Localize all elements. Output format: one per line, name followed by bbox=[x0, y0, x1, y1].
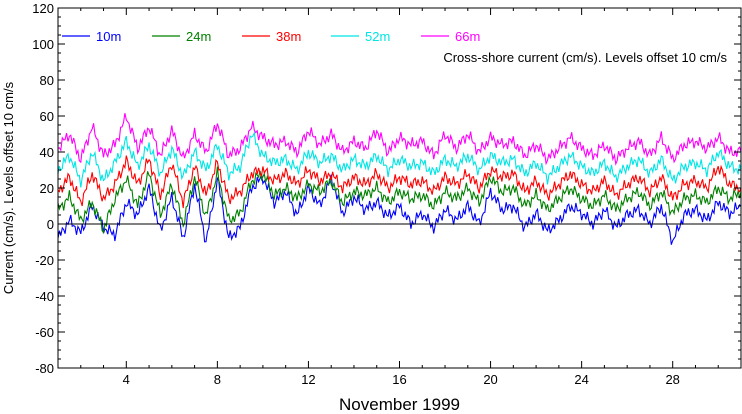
series-line-38m bbox=[57, 155, 742, 209]
series-line-66m bbox=[57, 113, 742, 166]
y-tick-label: 80 bbox=[40, 73, 54, 88]
x-tick-label: 20 bbox=[483, 372, 497, 387]
y-tick-label: 0 bbox=[47, 217, 54, 232]
y-tick-label: 120 bbox=[32, 1, 54, 16]
x-tick-label: 4 bbox=[123, 372, 130, 387]
x-tick-label: 24 bbox=[574, 372, 588, 387]
series-line-52m bbox=[57, 130, 742, 188]
x-tick-label: 8 bbox=[214, 372, 221, 387]
y-tick-label: 100 bbox=[32, 37, 54, 52]
legend-label-52m: 52m bbox=[365, 29, 390, 44]
legend-label-66m: 66m bbox=[455, 29, 480, 44]
y-tick-label: -80 bbox=[35, 361, 54, 376]
series-line-10m bbox=[57, 172, 742, 245]
x-axis-label: November 1999 bbox=[339, 395, 460, 414]
y-tick-label: -60 bbox=[35, 325, 54, 340]
legend-label-38m: 38m bbox=[276, 29, 301, 44]
legend-label-10m: 10m bbox=[96, 29, 121, 44]
legend: 10m 24m 38m 52m 66m bbox=[62, 29, 480, 44]
y-tick-label: 40 bbox=[40, 145, 54, 160]
x-tick-label: 16 bbox=[392, 372, 406, 387]
series-line-24m bbox=[57, 166, 742, 234]
chart-annotation: Cross-shore current (cm/s). Levels offse… bbox=[443, 50, 727, 65]
y-tick-label: 60 bbox=[40, 109, 54, 124]
y-tick-label: 20 bbox=[40, 181, 54, 196]
x-tick-label: 12 bbox=[301, 372, 315, 387]
y-tick-label: -40 bbox=[35, 289, 54, 304]
y-axis-label: Current (cm/s). Levels offset 10 cm/s bbox=[1, 81, 16, 294]
plot-frame bbox=[57, 7, 742, 369]
legend-label-24m: 24m bbox=[186, 29, 211, 44]
y-tick-label: -20 bbox=[35, 253, 54, 268]
axes-layer: -80 -60 -40 -20 0 20 40 60 80 100 120 4 8 12 16 20 24 28 bbox=[32, 1, 741, 387]
x-tick-label: 28 bbox=[665, 372, 679, 387]
series-layer bbox=[57, 113, 742, 245]
